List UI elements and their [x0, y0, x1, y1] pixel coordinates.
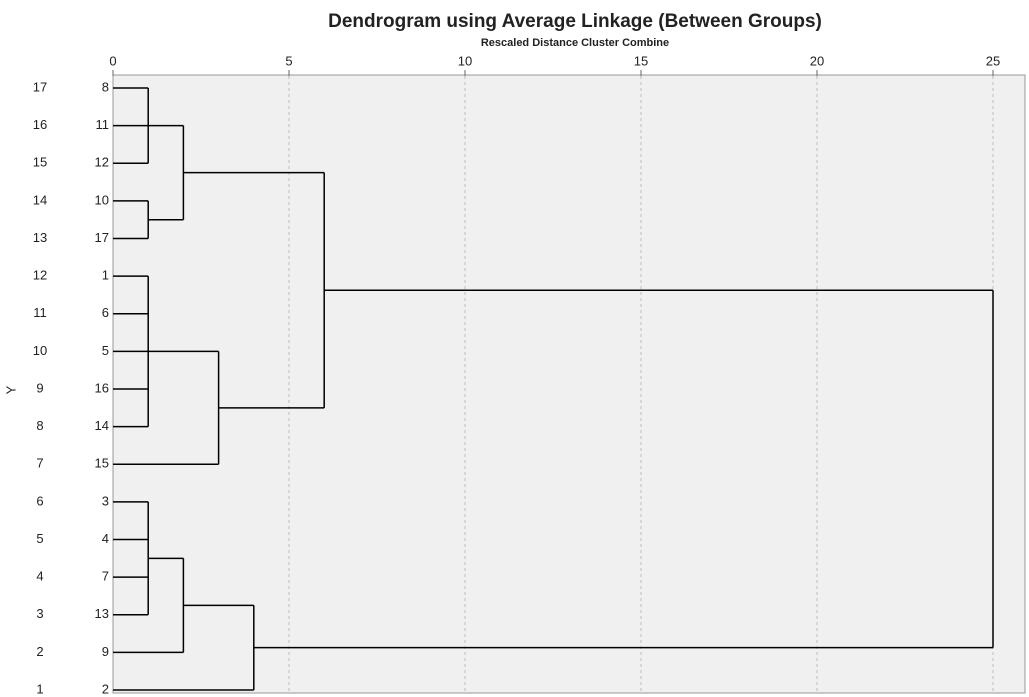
- row-label: 9: [36, 380, 43, 395]
- leaf-label: 9: [102, 644, 109, 659]
- leaf-label: 17: [95, 230, 109, 245]
- leaf-label: 1: [102, 268, 109, 283]
- row-label: 17: [33, 79, 47, 94]
- leaf-label: 5: [102, 343, 109, 358]
- chart-title: Dendrogram using Average Linkage (Betwee…: [328, 11, 822, 32]
- row-label: 4: [36, 569, 43, 584]
- leaf-label: 13: [95, 606, 109, 621]
- row-label: 10: [33, 343, 47, 358]
- x-tick-label: 25: [986, 53, 1000, 68]
- x-tick-label: 10: [458, 53, 472, 68]
- x-tick-label: 20: [810, 53, 824, 68]
- leaf-label: 3: [102, 493, 109, 508]
- row-label: 7: [36, 456, 43, 471]
- plot-area: [112, 74, 1026, 694]
- leaf-label: 6: [102, 305, 109, 320]
- leaf-label: 8: [102, 79, 109, 94]
- row-label: 13: [33, 230, 47, 245]
- row-label: 1: [36, 681, 43, 696]
- leaf-label: 14: [95, 418, 109, 433]
- leaf-label: 12: [95, 155, 109, 170]
- row-label: 3: [36, 606, 43, 621]
- y-axis-label: Y: [3, 385, 18, 394]
- row-label: 12: [33, 268, 47, 283]
- leaf-label: 11: [96, 117, 110, 132]
- chart-subtitle: Rescaled Distance Cluster Combine: [481, 37, 669, 49]
- leaf-label: 15: [95, 456, 109, 471]
- leaf-label: 7: [102, 569, 109, 584]
- x-tick-label: 15: [634, 53, 648, 68]
- row-label: 14: [33, 192, 47, 207]
- row-label: 6: [36, 493, 43, 508]
- row-label: 2: [36, 644, 43, 659]
- x-tick-label: 5: [285, 53, 292, 68]
- leaf-label: 16: [95, 380, 109, 395]
- leaf-label: 2: [102, 681, 109, 696]
- leaf-label: 10: [95, 192, 109, 207]
- leaf-label: 4: [102, 531, 109, 546]
- row-label: 11: [33, 305, 47, 320]
- row-label: 5: [36, 531, 43, 546]
- row-label: 8: [36, 418, 43, 433]
- x-tick-label: 0: [109, 53, 116, 68]
- row-label: 16: [33, 117, 47, 132]
- row-label: 15: [33, 155, 47, 170]
